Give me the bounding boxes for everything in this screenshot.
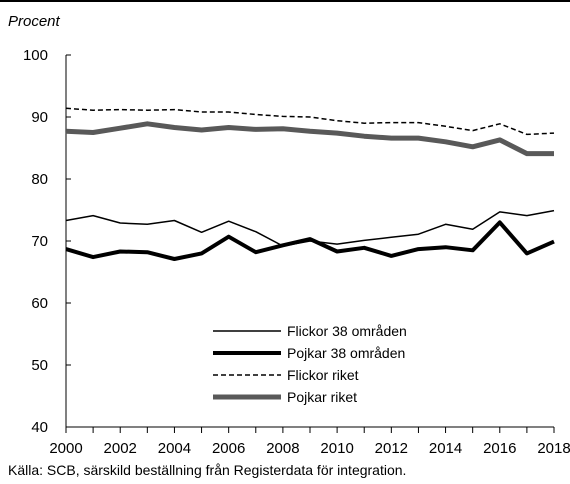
x-tick-label: 2014 [429,440,462,457]
legend: Flickor 38 områden Pojkar 38 områden Flick… [213,323,407,405]
series-layer [65,107,555,261]
y-tick-label: 40 [31,419,48,436]
y-tick-label: 50 [31,357,48,374]
legend-label-2: Flickor riket [287,367,359,383]
x-tick-label: 2000 [49,440,82,457]
x-tick-label: 2006 [212,440,245,457]
series-line-1 [65,220,555,261]
source-note: Källa: SCB, särskild beställning från Re… [8,462,407,478]
x-tick-label: 2002 [104,440,137,457]
x-tick-label: 2010 [320,440,353,457]
y-tick-label: 100 [23,47,48,64]
series-line-2 [65,107,555,136]
x-tick-label: 2016 [483,440,516,457]
x-tick-label: 2012 [375,440,408,457]
y-tick-label: 80 [31,171,48,188]
y-tick-label: 90 [31,109,48,126]
y-tick-label: 70 [31,233,48,250]
legend-label-3: Pojkar riket [287,389,357,405]
series-line-3 [65,121,554,157]
x-tick-label: 2008 [266,440,299,457]
x-tick-label: 2004 [158,440,191,457]
y-tick-label: 60 [31,295,48,312]
legend-label-1: Pojkar 38 områden [287,345,405,361]
axes: 40 50 60 70 80 90 100 2000 2002 2004 2006 2008 2010 2… [23,47,570,457]
y-axis-label: Procent [8,13,61,30]
legend-label-0: Flickor 38 områden [287,323,407,339]
x-tick-label: 2018 [537,440,570,457]
